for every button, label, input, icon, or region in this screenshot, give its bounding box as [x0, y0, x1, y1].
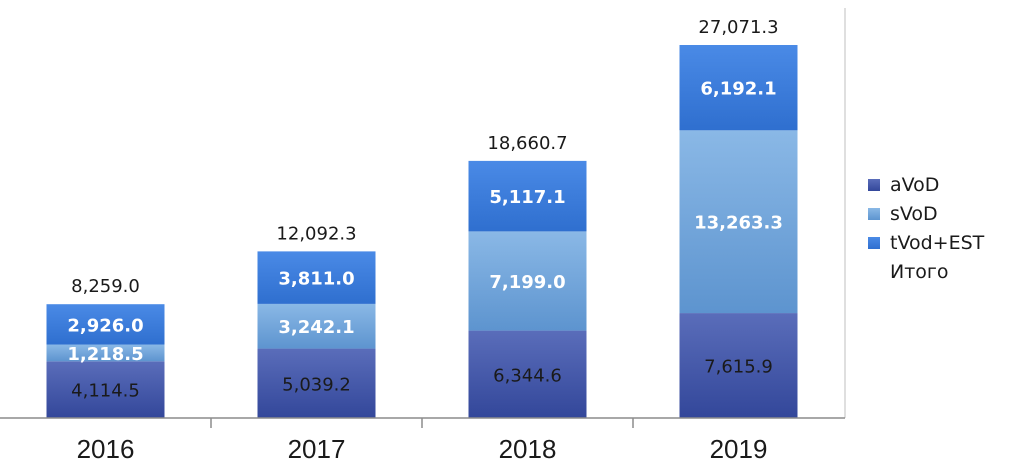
- x-tick-label: 2017: [288, 434, 346, 464]
- bar-segment-tvod-est: [679, 45, 798, 131]
- bar-segment-tvod-est: [257, 251, 376, 304]
- bar-segment-svod: [679, 130, 798, 314]
- data-label: 13,263.3: [694, 213, 783, 234]
- legend-label: tVod+EST: [890, 232, 985, 254]
- bar-segment-avod: [46, 361, 165, 418]
- data-label: 6,192.1: [700, 79, 776, 100]
- bar-segment-avod: [679, 313, 798, 418]
- bar-segment-svod: [46, 344, 165, 362]
- data-label: 3,242.1: [278, 317, 354, 338]
- data-label: 7,199.0: [489, 272, 565, 293]
- x-tick-label: 2019: [710, 434, 768, 464]
- legend-swatch: [868, 179, 880, 191]
- bar-segment-tvod-est: [46, 304, 165, 345]
- total-label: 12,092.3: [276, 223, 356, 244]
- data-label: 7,615.9: [704, 357, 773, 378]
- data-label: 1,218.5: [67, 344, 143, 365]
- total-label: 27,071.3: [698, 17, 778, 38]
- total-label: 18,660.7: [487, 133, 567, 154]
- data-label: 3,811.0: [278, 269, 354, 290]
- data-label: 2,926.0: [67, 315, 143, 336]
- legend-label: Итого: [890, 261, 949, 283]
- bar-segment-avod: [468, 330, 587, 418]
- legend-label: sVoD: [890, 203, 938, 225]
- total-label: 8,259.0: [71, 276, 140, 297]
- data-label: 5,039.2: [282, 374, 351, 395]
- legend-label: aVoD: [890, 174, 939, 196]
- data-label: 6,344.6: [493, 365, 562, 386]
- bar-segment-tvod-est: [468, 160, 587, 232]
- data-label: 4,114.5: [71, 381, 140, 402]
- data-label: 5,117.1: [489, 187, 565, 208]
- legend-swatch: [868, 208, 880, 220]
- x-tick-label: 2016: [77, 434, 135, 464]
- x-tick-label: 2018: [499, 434, 557, 464]
- legend-swatch: [868, 237, 880, 249]
- bar-segment-avod: [257, 348, 376, 418]
- bar-segment-svod: [257, 303, 376, 349]
- legend: aVoD sVoD tVod+EST Итого: [868, 174, 985, 283]
- bar-segment-svod: [468, 231, 587, 331]
